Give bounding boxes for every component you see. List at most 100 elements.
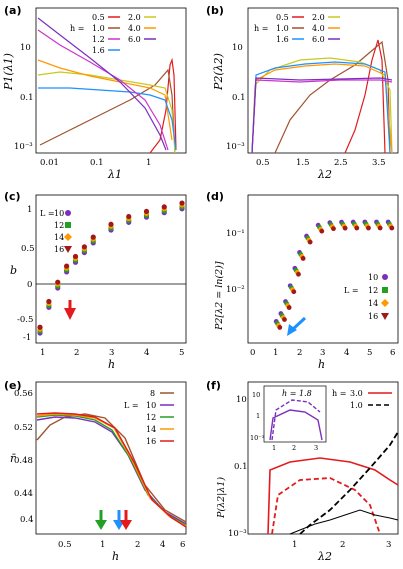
legend-L-label: L =: [344, 286, 359, 295]
panel-c-ytick: -0.5: [17, 315, 33, 325]
panel-c-legend: L = 10 12 14 16: [40, 209, 72, 254]
data-point: [37, 324, 43, 330]
panel-b-curve: [251, 77, 393, 154]
panel-a-ylabel: P1(λ1): [2, 53, 15, 91]
data-point: [366, 225, 371, 231]
panel-e: (e) r̄ h 0.5 1 2 4 6 0.56 0.52 0.48 0.44…: [4, 379, 187, 563]
panel-a-legend: 0.5 2.0 h = 1.0 4.0 1.2 6.0 1.6: [70, 13, 156, 55]
panel-b-frame: [247, 7, 399, 154]
legend-h-label: h =: [332, 389, 346, 398]
panel-f-frame: [247, 381, 399, 535]
data-point: [331, 226, 336, 232]
panel-a-frame: [35, 7, 187, 154]
legend-marker: [382, 274, 388, 280]
data-point: [161, 204, 167, 210]
panel-d-xtick: 0: [250, 348, 255, 358]
inset-label: h = 1.8: [282, 389, 312, 398]
inset-xtick: 1: [272, 444, 276, 452]
panel-e-ytick: 0.48: [14, 456, 33, 466]
inset-ytick: 10: [252, 391, 260, 399]
panel-d-xtick: 5: [367, 348, 372, 358]
panel-f-ytick: 0.1: [234, 462, 248, 472]
panel-d-frame: [247, 194, 399, 344]
panel-a-xlabel: λ1: [107, 168, 122, 181]
legend-label: 14: [368, 299, 378, 308]
data-point: [90, 234, 96, 240]
panel-e-ytick: 0.56: [14, 389, 33, 399]
panel-f-xtick: 1: [292, 540, 297, 550]
panel-c-ytick: 1: [27, 205, 32, 215]
panel-d-ytick: 10⁻¹: [226, 229, 245, 239]
panel-e-xtick: 4: [160, 540, 165, 550]
panel-d-xtick: 3: [320, 348, 325, 358]
data-point: [354, 225, 360, 231]
panel-b: (b) P2(λ2) λ2 0.5 1.5 2.5 3.5 10 0.1 10⁻…: [206, 4, 399, 181]
green-arrow-icon: [95, 520, 107, 530]
panel-f-legend: h = 3.0 1.0: [332, 389, 392, 410]
data-point: [143, 208, 150, 215]
data-point: [286, 305, 292, 310]
data-point: [72, 253, 79, 260]
data-point: [55, 279, 61, 285]
panel-c-ytick: 0: [27, 280, 32, 290]
panel-f-ylabel: P(λ2|λ1): [216, 477, 227, 519]
data-point: [64, 263, 70, 269]
inset-ytick: 10⁻³: [250, 434, 265, 442]
panel-f-curve: [299, 431, 399, 535]
panel-e-curve: [36, 412, 187, 528]
panel-b-curve: [344, 39, 386, 154]
panel-d-xlabel: h: [318, 358, 325, 371]
panel-b-ylabel: P2(λ2): [212, 53, 225, 91]
panel-f-curve: [271, 477, 381, 535]
legend-label: 6.0: [128, 35, 141, 44]
panel-f-ytick: 10: [236, 395, 247, 405]
legend-label: 12: [54, 221, 64, 230]
panel-b-tag: (b): [206, 4, 224, 17]
legend-label: 16: [146, 437, 156, 446]
panel-c-frame: [35, 194, 187, 344]
inset-frame: [263, 385, 327, 443]
data-point: [108, 221, 114, 227]
panel-c-xlabel: h: [108, 358, 115, 371]
panel-e-curve: [36, 413, 187, 523]
panel-d-ytick: 10⁻²: [226, 285, 245, 295]
data-point: [81, 244, 87, 250]
inset-xtick: 2: [292, 444, 296, 452]
inset-xtick: 3: [314, 444, 318, 452]
panel-c-xtick: 4: [144, 348, 149, 358]
panel-e-ylabel: r̄: [10, 452, 16, 465]
panel-f-inset: h = 1.8 1 2 3 10 1 10⁻³: [250, 385, 327, 452]
panel-b-curve: [251, 63, 393, 154]
panel-e-xtick: 0.5: [58, 540, 72, 550]
panel-b-curve: [251, 79, 393, 154]
legend-label: 10: [146, 401, 156, 410]
inset-ytick: 1: [256, 412, 260, 420]
legend-label: 12: [146, 413, 156, 422]
legend-label: 10: [54, 209, 64, 218]
panel-f-curve: [267, 457, 399, 535]
panel-d-tag: (d): [206, 190, 224, 203]
panel-d-points: [273, 219, 395, 330]
panel-e-tag: (e): [4, 379, 22, 392]
panel-c-ytick: 0.5: [21, 244, 35, 254]
panel-d-legend: 10 L = 12 14 16: [344, 273, 389, 321]
panel-f-tag: (f): [206, 379, 221, 392]
data-point: [46, 298, 52, 305]
panel-d: (d) P2[λ2 = ln(2)] h 0 1 2 3 4 5 6 10⁻¹ …: [206, 190, 399, 371]
legend-label: 6.0: [312, 35, 325, 44]
panel-d-xtick: 6: [390, 348, 395, 358]
panel-b-ytick: 10: [232, 43, 243, 53]
legend-label: 1.0: [350, 401, 363, 410]
panel-e-ytick: 0.44: [14, 489, 33, 499]
panel-e-legend: 8 L = 10 12 14 16: [124, 389, 174, 446]
panel-a-ytick: 10: [20, 43, 31, 53]
legend-label: 8: [150, 389, 155, 398]
legend-marker: [64, 246, 72, 253]
legend-label: 14: [54, 233, 64, 242]
panel-a-tag: (a): [4, 4, 21, 17]
panel-b-xtick: 0.5: [256, 158, 270, 168]
legend-label: 1.2: [92, 35, 105, 44]
data-point: [342, 225, 348, 231]
inset-curve: [271, 399, 321, 441]
panel-e-xlabel: h: [112, 550, 119, 563]
